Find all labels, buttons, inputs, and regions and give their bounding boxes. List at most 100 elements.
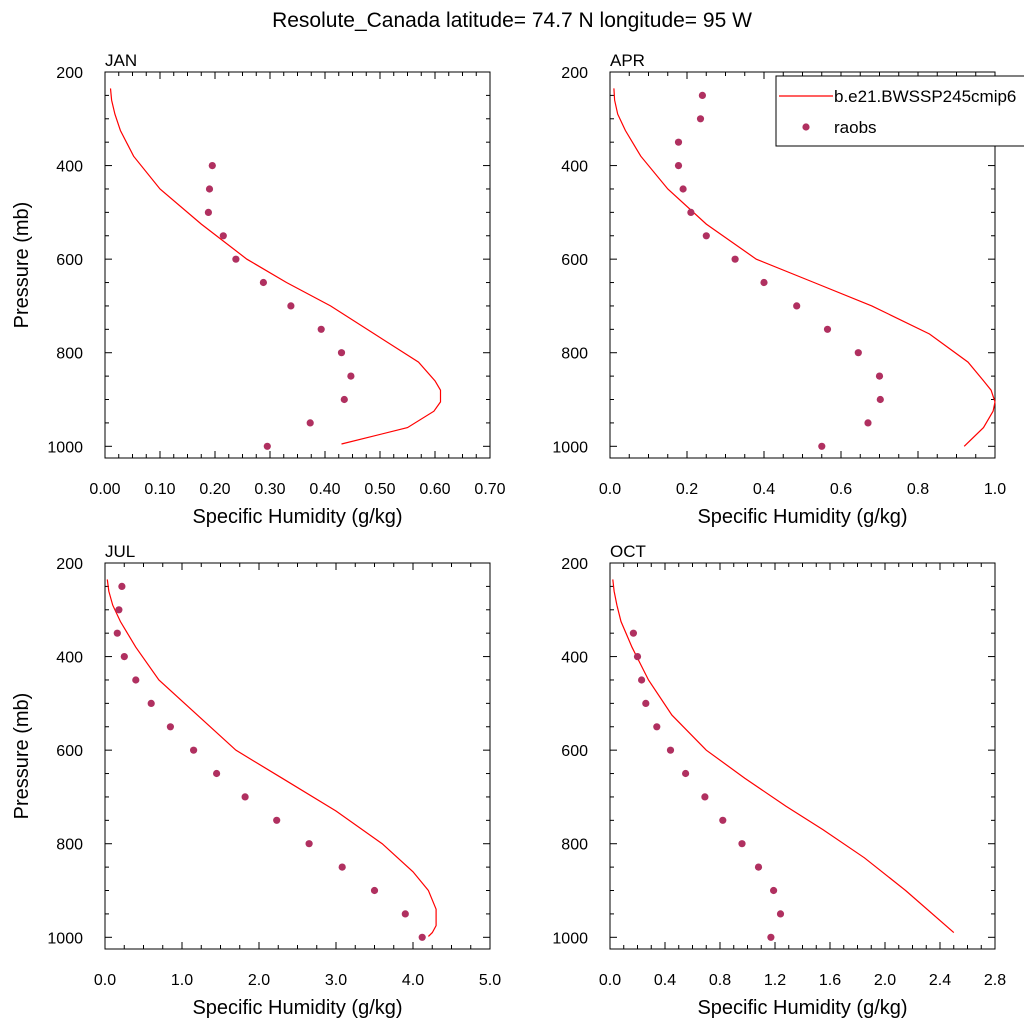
- y-tick-label: 600: [56, 252, 83, 269]
- raobs-point: [340, 395, 348, 404]
- panel-apr: 0.0 0.2 0.4 0.6 0.8 1.0 200 400 600 800 1000 APR Spe…: [552, 51, 1006, 528]
- raobs-point: [219, 232, 227, 240]
- raobs-point: [132, 676, 140, 684]
- raobs-point: [633, 653, 642, 661]
- y-tick-label: 1000: [47, 439, 83, 456]
- x-tick-label: 1.2: [764, 972, 786, 989]
- raobs-point: [776, 910, 785, 918]
- x-tick-label: 0.70: [474, 481, 505, 498]
- x-tick-label: 0.60: [419, 481, 450, 498]
- raobs-point: [401, 910, 409, 918]
- model-profile-line: [109, 88, 442, 445]
- raobs-point: [305, 840, 313, 848]
- plot-frame: [104, 562, 491, 950]
- raobs-point: [702, 232, 710, 240]
- y-tick-label: 200: [56, 556, 83, 573]
- raobs-point: [642, 699, 650, 708]
- legend-label-model: b.e21.BWSSP245cmip6: [834, 87, 1016, 106]
- y-tick-label: 1000: [552, 439, 588, 456]
- raobs-point: [317, 325, 325, 333]
- x-tick-label: 0.8: [907, 481, 929, 498]
- y-axis-label: Pressure (mb): [11, 693, 33, 820]
- x-tick-label: 1.0: [984, 481, 1006, 498]
- y-tick-label: 800: [56, 346, 83, 363]
- raobs-point: [190, 746, 198, 754]
- x-tick-label: 0.30: [254, 481, 285, 498]
- raobs-point: [204, 208, 212, 216]
- raobs-point: [666, 746, 675, 754]
- y-tick-label: 800: [56, 837, 83, 854]
- panel-oct: 0.0 0.4 0.8 1.2 1.6 2.0 2.4 2.8 200 400 600 800 1000…: [552, 542, 1006, 1019]
- y-tick-label: 600: [561, 743, 588, 760]
- raobs-point: [120, 653, 128, 661]
- raobs-point: [818, 442, 826, 450]
- y-tick-label: 1000: [47, 930, 83, 947]
- raobs-point: [767, 933, 775, 941]
- raobs-point: [205, 185, 214, 193]
- x-tick-label: 0.0: [599, 972, 621, 989]
- y-tick-label: 400: [561, 650, 588, 667]
- panel-jul: 0.0 1.0 2.0 3.0 4.0 5.0 200 400 600 800 1000 JUL Spe…: [11, 542, 501, 1019]
- x-tick-label: 4.0: [402, 972, 424, 989]
- x-tick-label: 3.0: [325, 972, 347, 989]
- x-tick-label: 0.40: [309, 481, 340, 498]
- panel-label: JAN: [105, 51, 137, 70]
- x-tick-label: 0.8: [709, 972, 731, 989]
- y-tick-label: 200: [56, 65, 83, 82]
- panel-label: JUL: [105, 542, 135, 561]
- raobs-point: [698, 91, 707, 99]
- raobs-point: [731, 255, 739, 263]
- raobs-point: [232, 255, 240, 263]
- raobs-point: [263, 442, 271, 450]
- raobs-point: [854, 349, 862, 357]
- raobs-point: [113, 629, 121, 637]
- raobs-point: [760, 278, 768, 287]
- raobs-point: [629, 629, 638, 637]
- x-tick-label: 0.00: [89, 481, 120, 498]
- x-tick-label: 0.10: [144, 481, 175, 498]
- raobs-point: [418, 933, 426, 941]
- raobs-point: [754, 863, 763, 871]
- x-tick-label: 0.2: [676, 481, 698, 498]
- x-tick-label: 0.50: [364, 481, 395, 498]
- raobs-point: [687, 208, 695, 216]
- raobs-point: [719, 816, 727, 824]
- y-tick-label: 1000: [552, 930, 588, 947]
- raobs-point: [682, 769, 690, 778]
- model-profile-line: [106, 579, 437, 937]
- plot-frame: [104, 71, 491, 459]
- y-tick-label: 600: [56, 743, 83, 760]
- raobs-point: [793, 302, 801, 310]
- raobs-point: [864, 419, 872, 427]
- legend-marker-swatch: [802, 123, 810, 131]
- x-axis-label: Specific Humidity (g/kg): [192, 997, 402, 1019]
- raobs-point: [875, 372, 884, 380]
- raobs-point: [337, 349, 346, 357]
- raobs-point: [823, 325, 832, 333]
- x-tick-label: 0.0: [599, 481, 621, 498]
- raobs-point: [674, 162, 683, 170]
- panel-label: OCT: [610, 542, 646, 561]
- x-tick-label: 0.6: [830, 481, 852, 498]
- x-tick-label: 2.8: [984, 972, 1006, 989]
- panel-jan: 0.00 0.10 0.20 0.30 0.40 0.50 0.60 0.70 200 400 60…: [11, 51, 506, 528]
- raobs-point: [338, 863, 346, 871]
- raobs-point: [118, 582, 126, 591]
- x-tick-label: 0.0: [94, 972, 116, 989]
- y-tick-label: 400: [56, 159, 83, 176]
- x-axis-label: Specific Humidity (g/kg): [697, 997, 907, 1019]
- y-tick-label: 400: [56, 650, 83, 667]
- raobs-point: [241, 793, 249, 801]
- model-profile-line: [612, 579, 955, 934]
- raobs-point: [115, 606, 123, 614]
- raobs-point: [876, 395, 884, 404]
- y-tick-label: 800: [561, 346, 588, 363]
- y-tick-label: 200: [561, 65, 588, 82]
- x-tick-label: 2.0: [248, 972, 270, 989]
- raobs-point: [370, 886, 379, 895]
- raobs-point: [679, 185, 687, 193]
- x-axis-label: Specific Humidity (g/kg): [697, 506, 907, 528]
- y-tick-label: 600: [561, 252, 588, 269]
- x-tick-label: 0.20: [199, 481, 230, 498]
